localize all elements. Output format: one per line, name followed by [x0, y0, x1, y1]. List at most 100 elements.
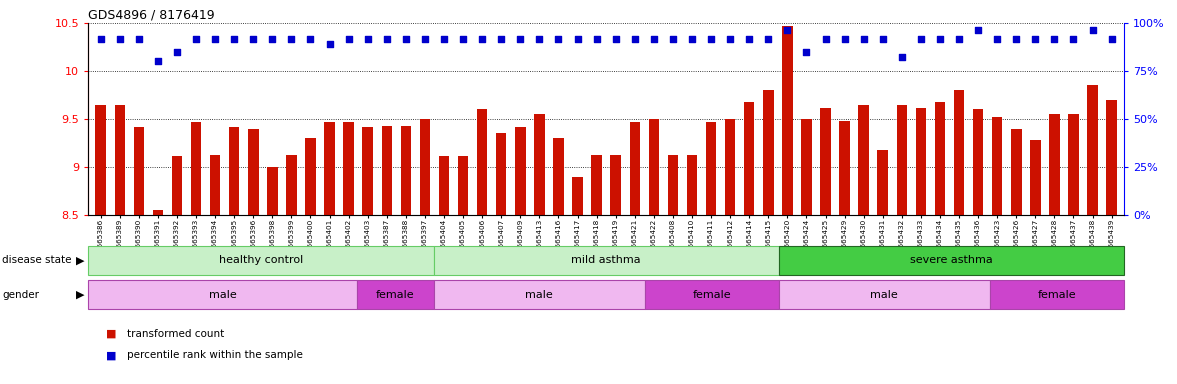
Text: male: male — [525, 290, 553, 300]
Point — [969, 27, 988, 33]
Point — [492, 36, 511, 43]
Point — [511, 36, 530, 43]
Point — [1006, 36, 1025, 43]
Point — [683, 36, 701, 43]
Text: male: male — [208, 290, 237, 300]
Text: disease state: disease state — [2, 255, 72, 265]
Point — [301, 36, 320, 43]
Point — [720, 36, 739, 43]
Point — [415, 36, 434, 43]
Bar — [973, 109, 983, 215]
Point — [187, 36, 206, 43]
Point — [911, 36, 930, 43]
Bar — [1106, 100, 1117, 215]
Text: transformed count: transformed count — [127, 329, 225, 339]
Text: GDS4896 / 8176419: GDS4896 / 8176419 — [88, 9, 215, 22]
Bar — [88, 280, 357, 309]
Bar — [649, 119, 659, 215]
Bar — [667, 154, 678, 215]
Bar — [553, 138, 564, 215]
Point — [664, 36, 683, 43]
Point — [397, 36, 415, 43]
Bar — [686, 154, 697, 215]
Point — [339, 36, 358, 43]
Point — [950, 36, 969, 43]
Point — [92, 36, 111, 43]
Bar — [191, 122, 201, 215]
Bar — [230, 127, 239, 215]
Bar — [325, 122, 334, 215]
Point — [740, 36, 759, 43]
Bar — [630, 122, 640, 215]
Text: ■: ■ — [106, 350, 117, 360]
Point — [587, 36, 606, 43]
Point — [892, 53, 911, 60]
Point — [148, 58, 167, 65]
Bar — [953, 90, 964, 215]
Bar — [153, 210, 164, 215]
Bar — [88, 246, 433, 275]
Point — [1102, 36, 1121, 43]
Text: percentile rank within the sample: percentile rank within the sample — [127, 350, 302, 360]
Bar — [357, 280, 433, 309]
Bar — [1049, 114, 1059, 215]
Text: healthy control: healthy control — [219, 255, 302, 265]
Bar — [516, 127, 526, 215]
Bar — [95, 104, 106, 215]
Text: gender: gender — [2, 290, 39, 300]
Bar — [820, 108, 831, 215]
Bar — [534, 114, 545, 215]
Point — [778, 27, 797, 33]
Point — [1026, 36, 1045, 43]
Point — [645, 36, 664, 43]
Bar — [763, 90, 773, 215]
Point — [1045, 36, 1064, 43]
Bar — [779, 246, 1124, 275]
Bar — [1088, 86, 1098, 215]
Bar — [706, 122, 717, 215]
Bar — [992, 117, 1003, 215]
Bar — [305, 138, 315, 215]
Text: ■: ■ — [106, 329, 117, 339]
Bar — [433, 280, 645, 309]
Point — [167, 49, 186, 55]
Bar — [477, 109, 487, 215]
Point — [701, 36, 720, 43]
Point — [473, 36, 492, 43]
Point — [931, 36, 950, 43]
Bar — [420, 119, 430, 215]
Point — [244, 36, 262, 43]
Bar — [839, 121, 850, 215]
Bar — [1069, 114, 1079, 215]
Bar — [783, 26, 792, 215]
Bar — [916, 108, 926, 215]
Point — [606, 36, 625, 43]
Point — [358, 36, 377, 43]
Bar — [400, 126, 411, 215]
Point — [453, 36, 472, 43]
Text: ▶: ▶ — [75, 290, 85, 300]
Text: ▶: ▶ — [75, 255, 85, 265]
Text: female: female — [375, 290, 414, 300]
Point — [759, 36, 778, 43]
Point — [434, 36, 453, 43]
Point — [816, 36, 834, 43]
Point — [855, 36, 873, 43]
Point — [797, 49, 816, 55]
Point — [836, 36, 855, 43]
Bar — [572, 177, 583, 215]
Bar — [1011, 129, 1022, 215]
Point — [625, 36, 644, 43]
Point — [873, 36, 892, 43]
Bar — [645, 280, 779, 309]
Point — [111, 36, 129, 43]
Bar — [267, 167, 278, 215]
Point — [129, 36, 148, 43]
Text: mild asthma: mild asthma — [571, 255, 641, 265]
Bar — [725, 119, 736, 215]
Bar — [935, 102, 945, 215]
Point — [320, 41, 339, 47]
Bar — [286, 154, 297, 215]
Text: male: male — [871, 290, 898, 300]
Point — [262, 36, 281, 43]
